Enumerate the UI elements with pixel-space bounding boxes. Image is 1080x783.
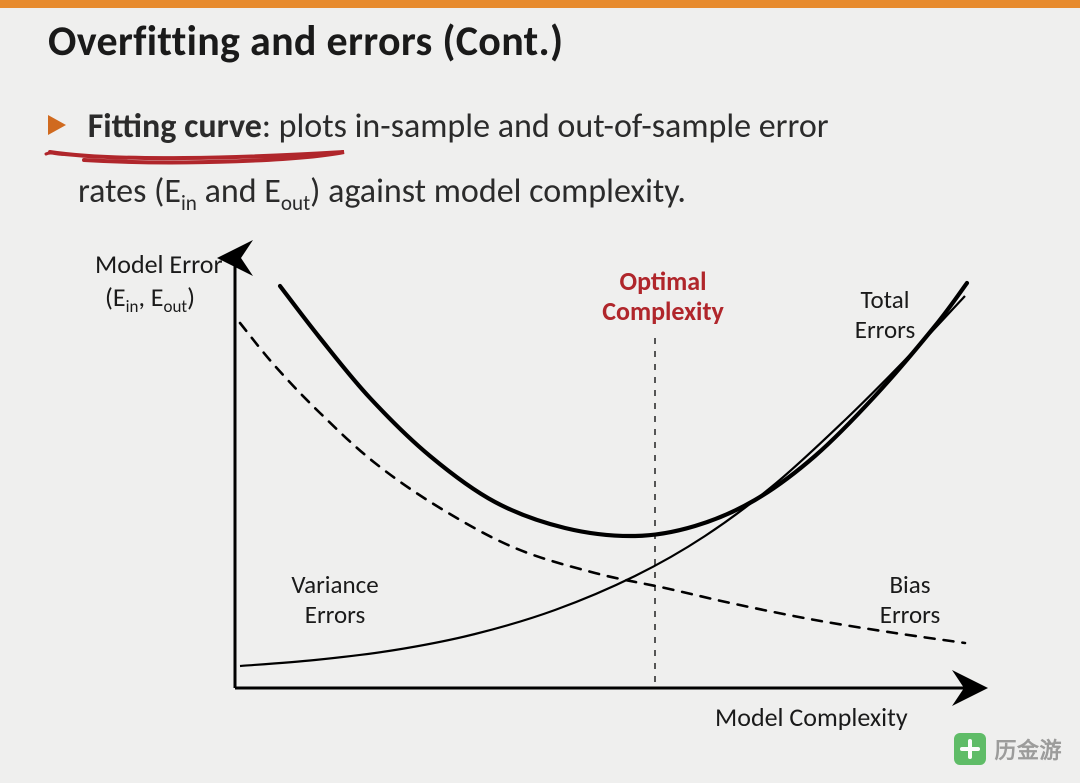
optimal-label-line2: Complexity — [602, 295, 724, 327]
bullet-text-line2: rates (Ein and Eout) against model compl… — [78, 171, 686, 212]
total-errors-label-line1: Total — [861, 284, 910, 315]
chart-svg: Model Error (Ein, Eout) Model Complexity… — [95, 248, 995, 728]
optimal-label-line1: Optimal — [619, 265, 706, 297]
bullet-arrow-icon — [48, 115, 66, 135]
sub-in: in — [181, 189, 197, 215]
fitting-curve-chart: Model Error (Ein, Eout) Model Complexity… — [95, 248, 995, 728]
watermark: 历金游 — [954, 733, 1062, 765]
bullet-line2-a: rates (E — [78, 171, 181, 212]
bullet-bold-term: Fitting curve — [88, 106, 262, 147]
variance-errors-label-line2: Errors — [305, 599, 366, 630]
bullet-line2-c: ) against model complexity. — [310, 171, 686, 212]
wechat-mini-icon — [954, 733, 986, 765]
bias-errors-label-line1: Bias — [889, 569, 930, 600]
x-axis-label: Model Complexity — [715, 701, 908, 733]
total-errors-label-line2: Errors — [855, 314, 916, 345]
variance-errors-label-line1: Variance — [291, 569, 378, 600]
y-axis-label-line1: Model Error — [95, 248, 223, 280]
watermark-text: 历金游 — [994, 733, 1062, 765]
slide-title: Overfitting and errors (Cont.) — [48, 16, 563, 67]
slide-body: Fitting curve: plots in-sample and out-o… — [48, 95, 1030, 224]
sub-out: out — [281, 189, 310, 215]
bias-errors-label-line2: Errors — [880, 599, 941, 630]
y-axis-label-line2: (Ein, Eout) — [105, 281, 195, 317]
bullet-line2-b: and E — [197, 171, 281, 212]
slide-top-bar — [0, 0, 1080, 8]
bullet-text-line1: : plots in-sample and out-of-sample erro… — [262, 106, 829, 147]
